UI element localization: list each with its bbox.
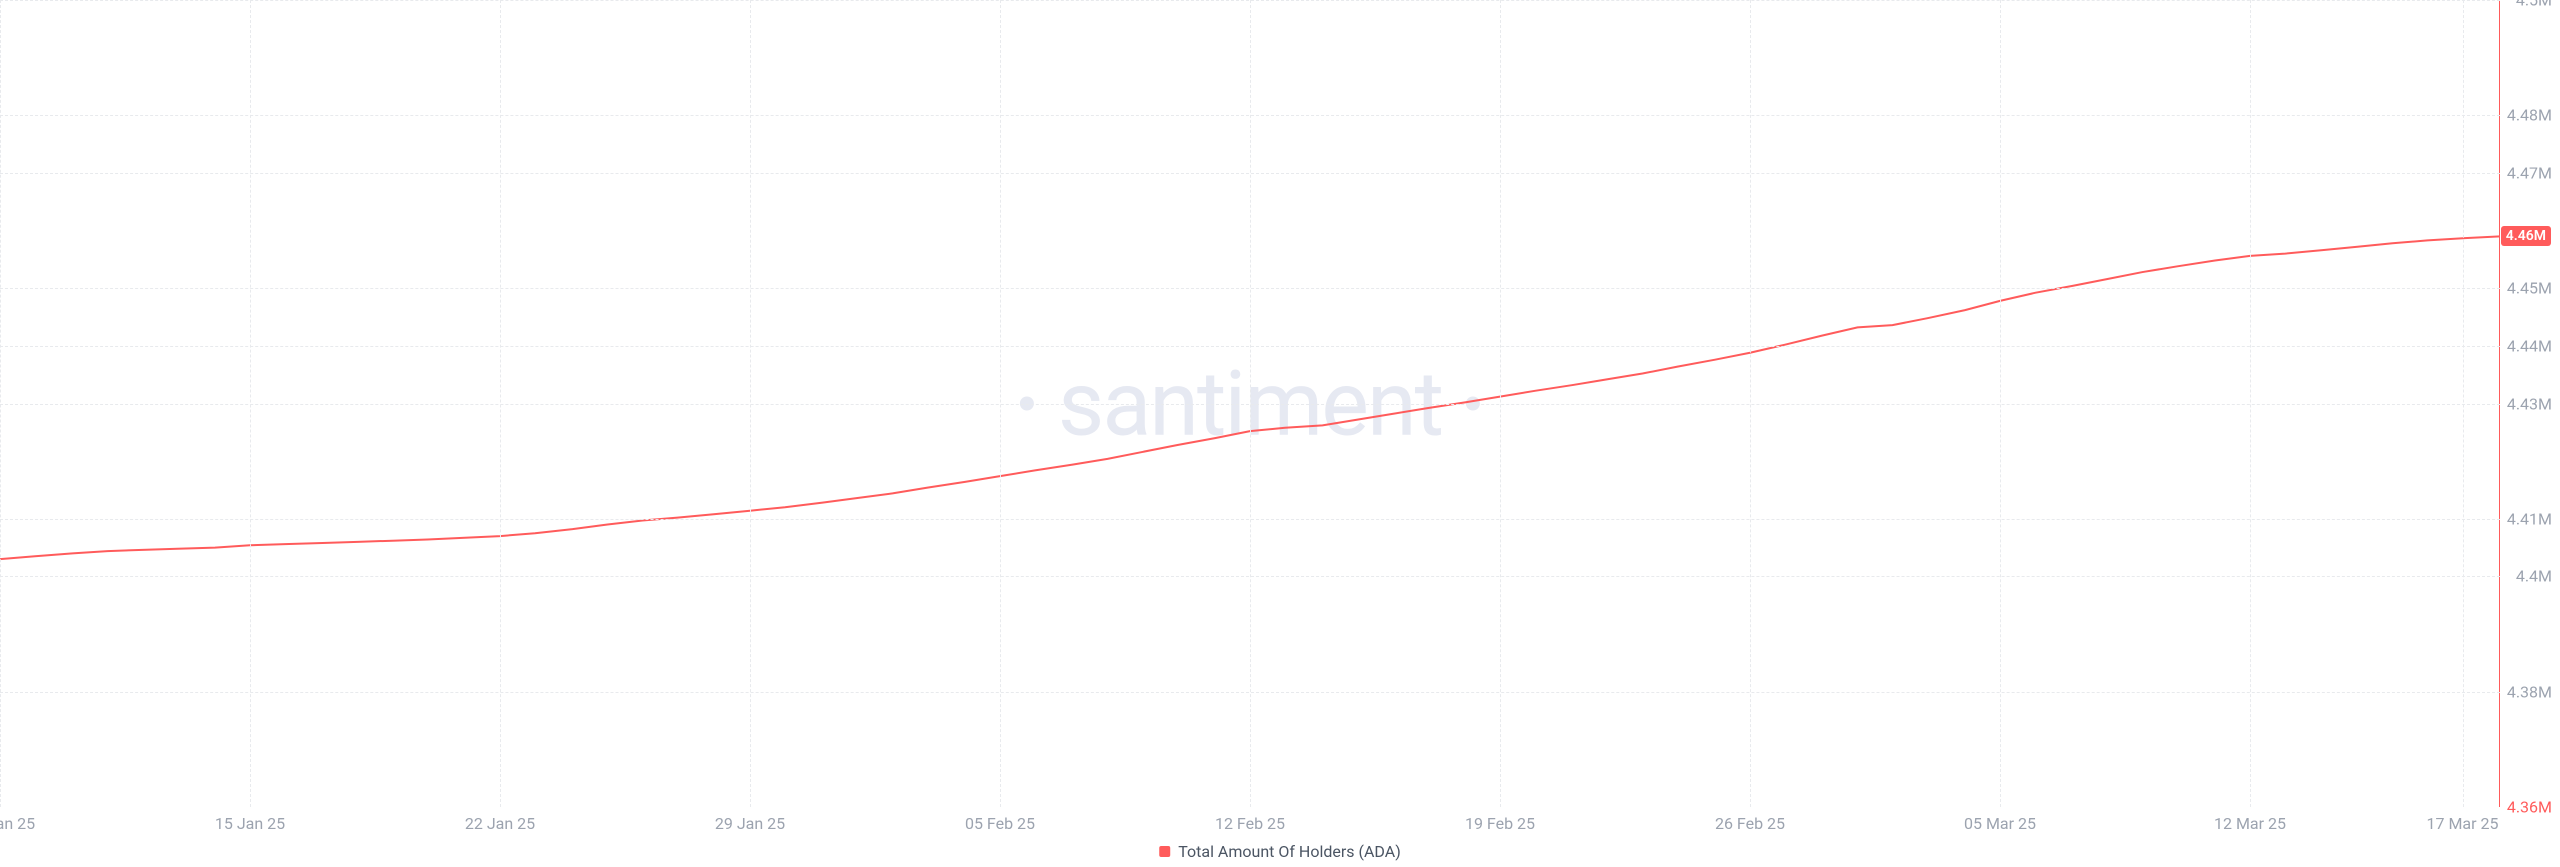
y-axis-tick-label: 4.41M [2507,509,2552,528]
grid-line-vertical [750,0,751,807]
grid-line-vertical [2000,0,2001,807]
legend-swatch [1159,846,1170,857]
y-axis-tick-label: 4.47M [2507,163,2552,182]
grid-line-vertical [1500,0,1501,807]
y-axis-tick-label: 4.38M [2507,682,2552,701]
y-axis-tick-label: 4.5M [2516,0,2552,10]
y-axis: 4.36M4.38M4.4M4.41M4.43M4.44M4.45M4.47M4… [2500,0,2560,807]
grid-line-vertical [1750,0,1751,807]
x-axis-tick-label: 17 Mar 25 [2427,814,2499,833]
y-axis-tick-label: 4.45M [2507,279,2552,298]
grid-line-vertical [1250,0,1251,807]
legend: Total Amount Of Holders (ADA) [1159,842,1401,861]
x-axis-tick-label: 19 Feb 25 [1465,814,1535,833]
plot-area: santiment 4.46M 08 Jan 2515 Jan 2522 Jan… [0,0,2500,807]
x-axis-tick-label: 05 Mar 25 [1964,814,2036,833]
y-axis-tick-label: 4.43M [2507,394,2552,413]
y-axis-tick-label: 4.44M [2507,336,2552,355]
chart-container: santiment 4.46M 08 Jan 2515 Jan 2522 Jan… [0,0,2560,867]
grid-line-vertical [500,0,501,807]
y-axis-tick-label: 4.48M [2507,106,2552,125]
x-axis-tick-label: 05 Feb 25 [965,814,1035,833]
legend-label: Total Amount Of Holders (ADA) [1178,842,1401,861]
x-axis-tick-label: 26 Feb 25 [1715,814,1785,833]
x-axis-tick-label: 15 Jan 25 [215,814,285,833]
x-axis-tick-label: 29 Jan 25 [715,814,785,833]
x-axis-tick-label: 08 Jan 25 [0,814,35,833]
x-axis-tick-label: 22 Jan 25 [465,814,535,833]
x-axis-tick-label: 12 Mar 25 [2214,814,2286,833]
y-axis-tick-label: 4.4M [2516,567,2552,586]
grid-line-vertical [250,0,251,807]
x-axis-tick-label: 12 Feb 25 [1215,814,1285,833]
grid-line-vertical [0,0,1,807]
grid-line-vertical [2463,0,2464,807]
grid-line-vertical [1000,0,1001,807]
y-axis-tick-label: 4.36M [2507,798,2552,817]
grid-line-vertical [2250,0,2251,807]
